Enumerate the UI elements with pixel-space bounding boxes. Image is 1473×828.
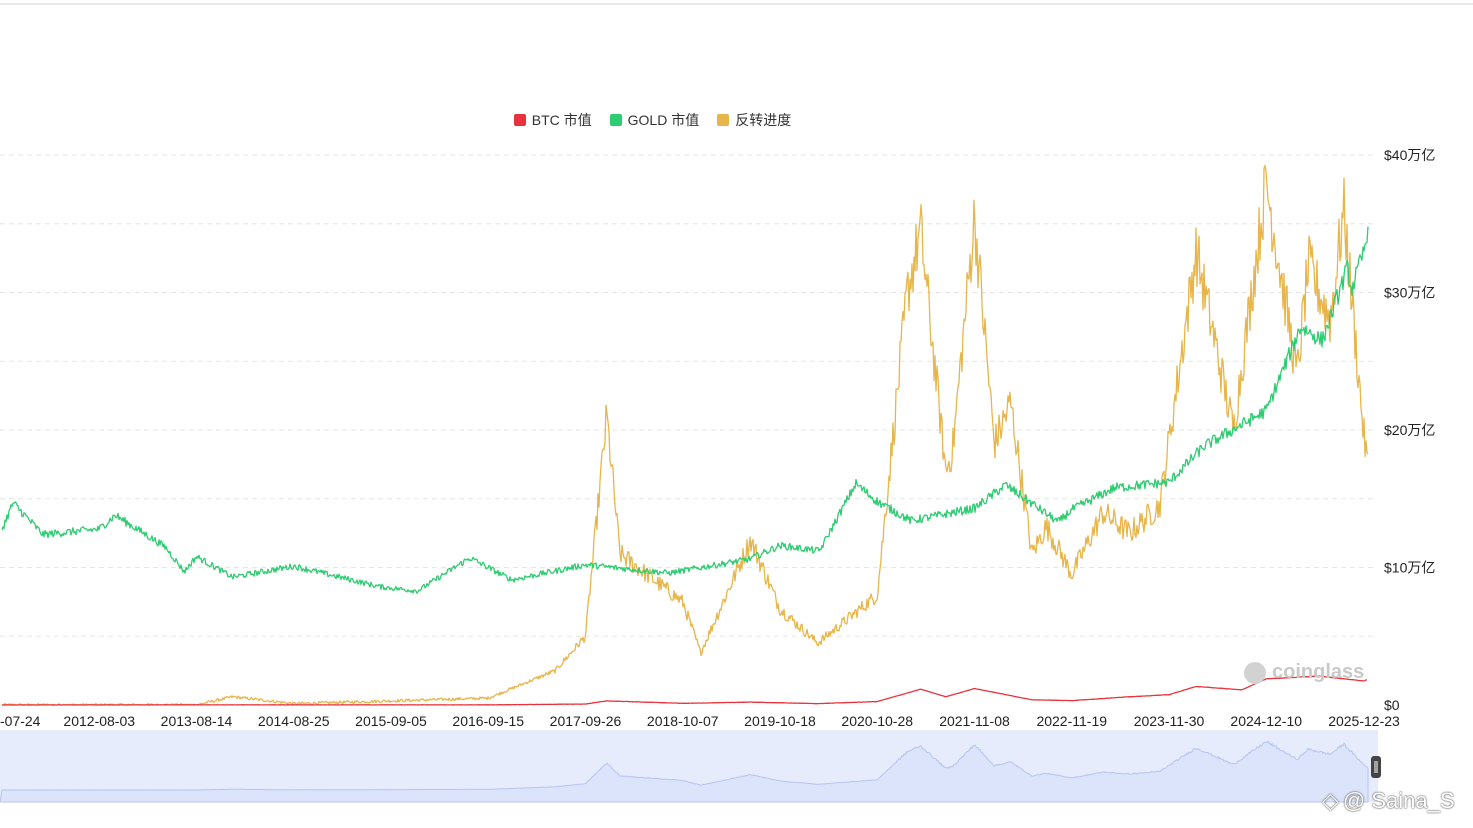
x-axis-ticks: -07-24 2012-08-03 2013-08-14 2014-08-25 2015… <box>0 713 1400 729</box>
watermark-text: coinglass <box>1272 661 1365 683</box>
navigator-handle[interactable] <box>1371 756 1381 778</box>
legend-item-btc[interactable]: BTC 市值 <box>513 110 592 130</box>
chart-legend: BTC 市值 GOLD 市值 反转进度 <box>0 110 1305 130</box>
top-border <box>0 3 1473 5</box>
legend-label-btc: BTC 市值 <box>531 112 592 128</box>
x-tick-label: 2023-11-30 <box>1134 713 1205 729</box>
series-line-1 <box>1 226 1369 594</box>
diamond-icon: ◇ <box>1322 788 1339 813</box>
coinglass-logo-icon <box>1244 661 1266 684</box>
y-tick-label: $10万亿 <box>1384 560 1435 576</box>
x-tick-label: 2025-12-23 <box>1328 713 1400 729</box>
series-lines <box>1 164 1369 706</box>
x-tick-label: 2020-10-28 <box>841 713 913 729</box>
series-line-0 <box>1 675 1368 706</box>
y-tick-label: $40万亿 <box>1384 147 1435 163</box>
legend-swatch-reversal <box>717 114 730 126</box>
x-tick-label: 2017-09-26 <box>550 713 622 729</box>
x-tick-label: -07-24 <box>0 713 41 729</box>
x-tick-label: 2018-10-07 <box>647 713 719 729</box>
y-tick-label: $0 <box>1384 697 1400 713</box>
range-navigator[interactable] <box>0 730 1381 803</box>
x-tick-label: 2016-09-15 <box>452 713 524 729</box>
legend-swatch-gold <box>609 114 622 126</box>
legend-item-reversal[interactable]: 反转进度 <box>717 110 791 130</box>
legend-swatch-btc <box>513 114 526 126</box>
y-tick-label: $30万亿 <box>1384 285 1435 301</box>
legend-label-reversal: 反转进度 <box>735 112 792 128</box>
x-tick-label: 2022-11-19 <box>1036 713 1107 729</box>
x-tick-label: 2021-11-08 <box>939 713 1010 729</box>
legend-item-gold[interactable]: GOLD 市值 <box>609 110 700 130</box>
legend-label-gold: GOLD 市值 <box>627 112 700 128</box>
navigator-area <box>0 740 1369 803</box>
credit-text: @ Saina_S <box>1342 788 1455 813</box>
grid-lines <box>0 154 1375 637</box>
coinglass-watermark: coinglass <box>1244 661 1364 684</box>
x-tick-label: 2014-08-25 <box>258 713 330 729</box>
x-tick-label: 2012-08-03 <box>63 713 135 729</box>
x-tick-label: 2019-10-18 <box>744 713 816 729</box>
y-tick-label: $20万亿 <box>1384 422 1435 438</box>
x-tick-label: 2015-09-05 <box>355 713 427 729</box>
x-tick-label: 2013-08-14 <box>161 713 233 729</box>
y-axis-ticks: $0 $10万亿 $20万亿 $30万亿 $40万亿 <box>1384 147 1435 713</box>
author-credit: ◇ @ Saina_S <box>1322 788 1455 814</box>
series-line-2 <box>1 164 1369 706</box>
x-tick-label: 2024-12-10 <box>1230 713 1302 729</box>
